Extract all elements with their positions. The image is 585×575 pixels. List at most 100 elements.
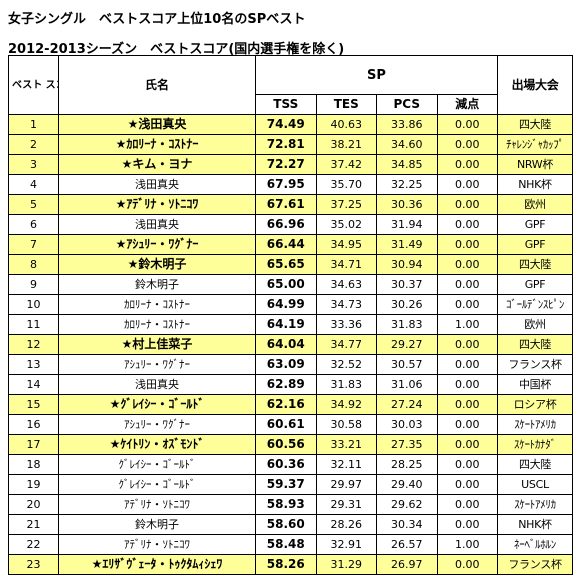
event-cell: 中国杯 xyxy=(497,374,573,395)
pcs-cell: 29.62 xyxy=(376,494,438,515)
deduction-cell: 0.00 xyxy=(436,514,498,535)
deduction-cell: 0.00 xyxy=(436,554,498,575)
event-cell: ﾁｬﾚﾝｼﾞｬｶｯﾌﾟ xyxy=(497,134,573,155)
event-cell: 欧州 xyxy=(497,194,573,215)
rank-cell: 17 xyxy=(8,434,59,455)
name-cell: ★鈴木明子 xyxy=(58,254,256,275)
event-cell: ｽｹｰﾄｱﾒﾘｶ xyxy=(497,414,573,435)
name-cell: 浅田真央 xyxy=(58,174,256,195)
pcs-cell: 32.25 xyxy=(376,174,438,195)
event-cell: ｽｹｰﾄｶﾅﾀﾞ xyxy=(497,434,573,455)
name-cell: ｶﾛﾘｰﾅ・ｺｽﾄﾅｰ xyxy=(58,294,256,315)
tss-cell: 58.26 xyxy=(255,554,317,575)
rank-cell: 11 xyxy=(8,314,59,335)
rank-cell: 3 xyxy=(8,154,59,175)
pcs-cell: 31.06 xyxy=(376,374,438,395)
pcs-cell: 31.94 xyxy=(376,214,438,235)
deduction-cell: 0.00 xyxy=(436,494,498,515)
deduction-cell: 0.00 xyxy=(436,214,498,235)
tes-cell: 31.83 xyxy=(315,374,377,395)
rank-cell: 8 xyxy=(8,254,59,275)
deduction-cell: 0.00 xyxy=(436,294,498,315)
tes-cell: 31.29 xyxy=(315,554,377,575)
pcs-cell: 33.86 xyxy=(376,114,438,135)
rank-cell: 13 xyxy=(8,354,59,375)
pcs-cell: 30.03 xyxy=(376,414,438,435)
tes-cell: 37.42 xyxy=(315,154,377,175)
deduction-cell: 0.00 xyxy=(436,434,498,455)
deduction-cell: 0.00 xyxy=(436,334,498,355)
event-cell: ロシア杯 xyxy=(497,394,573,415)
deduction-cell: 0.00 xyxy=(436,194,498,215)
tss-cell: 65.65 xyxy=(255,254,317,275)
table-row: 8 ★鈴木明子 65.65 34.71 30.94 0.00 四大陸 xyxy=(8,254,573,275)
table-row: 23 ★ｴﾘｻﾞｳﾞｪｰﾀ・ﾄｩｸﾀﾑｨｼｪﾜ 58.26 31.29 26.97 0.0… xyxy=(8,554,573,575)
tss-cell: 67.95 xyxy=(255,174,317,195)
rank-cell: 16 xyxy=(8,414,59,435)
tes-cell: 34.71 xyxy=(315,254,377,275)
event-cell: 四大陸 xyxy=(497,114,573,135)
rank-cell: 1 xyxy=(8,114,59,135)
name-cell: ｱﾃﾞﾘﾅ・ｿﾄﾆｺﾜ xyxy=(58,534,256,555)
rank-cell: 20 xyxy=(8,494,59,515)
tss-cell: 64.99 xyxy=(255,294,317,315)
name-cell: ｱｼｭﾘｰ・ﾜｸﾞﾅｰ xyxy=(58,414,256,435)
rank-cell: 15 xyxy=(8,394,59,415)
name-cell: 浅田真央 xyxy=(58,214,256,235)
deduction-cell: 0.00 xyxy=(436,374,498,395)
tss-cell: 64.04 xyxy=(255,334,317,355)
event-cell: フランス杯 xyxy=(497,354,573,375)
event-cell: 四大陸 xyxy=(497,454,573,475)
name-cell: 鈴木明子 xyxy=(58,514,256,535)
table-row: 6 浅田真央 66.96 35.02 31.94 0.00 GPF xyxy=(8,214,573,235)
tes-cell: 38.21 xyxy=(315,134,377,155)
deduction-cell: 0.00 xyxy=(436,234,498,255)
name-cell: ｱﾃﾞﾘﾅ・ｿﾄﾆｺﾜ xyxy=(58,494,256,515)
table-row: 11 ｶﾛﾘｰﾅ・ｺｽﾄﾅｰ 64.19 33.36 31.83 1.00 欧州 xyxy=(8,314,573,335)
name-cell: ★ｶﾛﾘｰﾅ・ｺｽﾄﾅｰ xyxy=(58,134,256,155)
table-row: 14 浅田真央 62.89 31.83 31.06 0.00 中国杯 xyxy=(8,374,573,395)
deduction-cell: 0.00 xyxy=(436,394,498,415)
deduction-cell: 0.00 xyxy=(436,254,498,275)
table-row: 5 ★ｱﾃﾞﾘﾅ・ｿﾄﾆｺﾜ 67.61 37.25 30.36 0.00 欧州 xyxy=(8,194,573,215)
rank-cell: 5 xyxy=(8,194,59,215)
event-cell: 欧州 xyxy=(497,314,573,335)
table-row: 17 ★ｹｲﾄﾘﾝ・ｵｽﾞﾓﾝﾄﾞ 60.56 33.21 27.35 0.00 ｽｹｰﾄｶ… xyxy=(8,434,573,455)
header-row-1: ベスト スコア順 氏名 SP 出場大会 xyxy=(8,55,573,115)
deduction-cell: 0.00 xyxy=(436,354,498,375)
name-cell: ★村上佳菜子 xyxy=(58,334,256,355)
table-row: 15 ★ｸﾞﾚｲｼｰ・ｺﾞｰﾙﾄﾞ 62.16 34.92 27.24 0.00 ロシア杯 xyxy=(8,394,573,415)
deduction-cell: 0.00 xyxy=(436,134,498,155)
event-cell: ｺﾞｰﾙﾃﾞﾝｽﾋﾟﾝ xyxy=(497,294,573,315)
pcs-cell: 30.34 xyxy=(376,514,438,535)
deduction-cell: 0.00 xyxy=(436,114,498,135)
pcs-cell: 29.27 xyxy=(376,334,438,355)
header-tss: TSS xyxy=(255,94,317,115)
pcs-cell: 30.57 xyxy=(376,354,438,375)
tes-cell: 29.31 xyxy=(315,494,377,515)
table-body: 1 ★浅田真央 74.49 40.63 33.86 0.00 四大陸 2 ★ｶﾛﾘｰﾅ・ｺｽﾄﾅ… xyxy=(8,114,573,575)
rank-cell: 6 xyxy=(8,214,59,235)
tes-cell: 32.91 xyxy=(315,534,377,555)
name-cell: ★ｸﾞﾚｲｼｰ・ｺﾞｰﾙﾄﾞ xyxy=(58,394,256,415)
pcs-cell: 29.40 xyxy=(376,474,438,495)
rank-cell: 10 xyxy=(8,294,59,315)
tss-cell: 72.81 xyxy=(255,134,317,155)
deduction-cell: 0.00 xyxy=(436,454,498,475)
tss-cell: 72.27 xyxy=(255,154,317,175)
name-cell: ★ｱｼｭﾘｰ・ﾜｸﾞﾅｰ xyxy=(58,234,256,255)
name-cell: ★ｴﾘｻﾞｳﾞｪｰﾀ・ﾄｩｸﾀﾑｨｼｪﾜ xyxy=(58,554,256,575)
table-row: 21 鈴木明子 58.60 28.26 30.34 0.00 NHK杯 xyxy=(8,514,573,535)
rank-cell: 2 xyxy=(8,134,59,155)
tes-cell: 33.21 xyxy=(315,434,377,455)
tes-cell: 34.92 xyxy=(315,394,377,415)
deduction-cell: 0.00 xyxy=(436,154,498,175)
rank-cell: 12 xyxy=(8,334,59,355)
tss-cell: 58.93 xyxy=(255,494,317,515)
rank-cell: 21 xyxy=(8,514,59,535)
deduction-cell: 0.00 xyxy=(436,474,498,495)
table-row: 16 ｱｼｭﾘｰ・ﾜｸﾞﾅｰ 60.61 30.58 30.03 0.00 ｽｹｰﾄｱﾒﾘｶ xyxy=(8,414,573,435)
rank-cell: 4 xyxy=(8,174,59,195)
pcs-cell: 30.37 xyxy=(376,274,438,295)
name-cell: ｶﾛﾘｰﾅ・ｺｽﾄﾅｰ xyxy=(58,314,256,335)
